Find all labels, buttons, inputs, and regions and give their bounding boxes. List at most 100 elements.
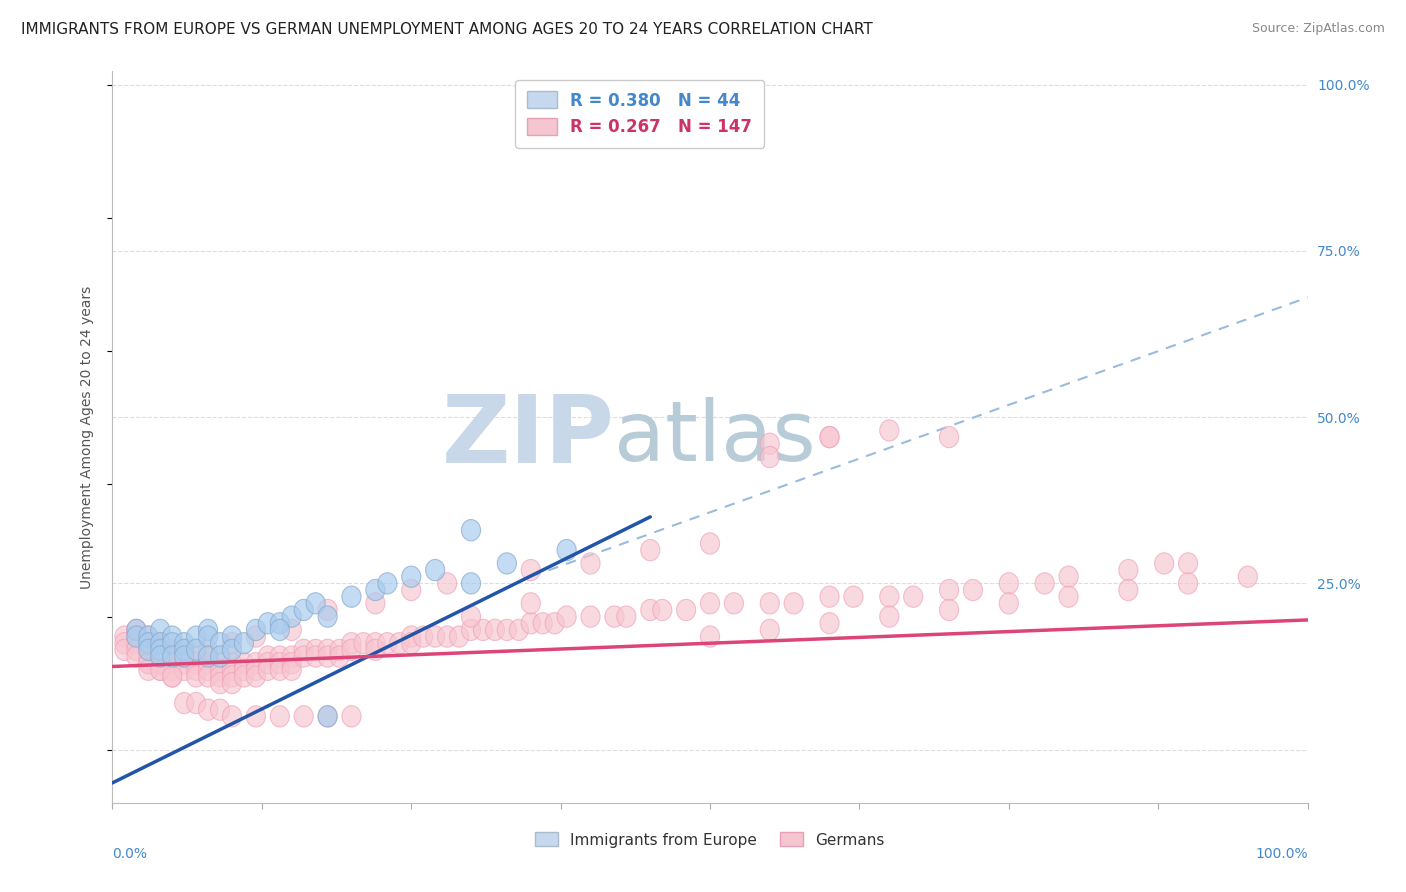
Ellipse shape xyxy=(150,653,170,673)
Ellipse shape xyxy=(546,613,564,634)
Ellipse shape xyxy=(820,586,839,607)
Ellipse shape xyxy=(1059,566,1078,587)
Ellipse shape xyxy=(150,646,170,667)
Ellipse shape xyxy=(485,619,505,640)
Ellipse shape xyxy=(294,599,314,621)
Ellipse shape xyxy=(198,659,218,681)
Ellipse shape xyxy=(533,613,553,634)
Ellipse shape xyxy=(198,665,218,687)
Ellipse shape xyxy=(318,646,337,667)
Ellipse shape xyxy=(222,632,242,654)
Ellipse shape xyxy=(150,653,170,673)
Ellipse shape xyxy=(402,580,420,600)
Ellipse shape xyxy=(307,592,325,614)
Ellipse shape xyxy=(318,640,337,660)
Ellipse shape xyxy=(509,619,529,640)
Ellipse shape xyxy=(163,653,181,673)
Ellipse shape xyxy=(174,659,194,681)
Ellipse shape xyxy=(235,665,253,687)
Ellipse shape xyxy=(557,94,576,115)
Ellipse shape xyxy=(150,659,170,681)
Ellipse shape xyxy=(366,580,385,600)
Ellipse shape xyxy=(761,619,779,640)
Ellipse shape xyxy=(163,646,181,667)
Ellipse shape xyxy=(139,640,157,660)
Ellipse shape xyxy=(1119,559,1137,581)
Ellipse shape xyxy=(761,592,779,614)
Ellipse shape xyxy=(163,665,181,687)
Ellipse shape xyxy=(522,613,540,634)
Ellipse shape xyxy=(222,665,242,687)
Ellipse shape xyxy=(174,653,194,673)
Ellipse shape xyxy=(1154,553,1174,574)
Text: IMMIGRANTS FROM EUROPE VS GERMAN UNEMPLOYMENT AMONG AGES 20 TO 24 YEARS CORRELAT: IMMIGRANTS FROM EUROPE VS GERMAN UNEMPLO… xyxy=(21,22,873,37)
Ellipse shape xyxy=(187,653,205,673)
Ellipse shape xyxy=(461,573,481,594)
Ellipse shape xyxy=(187,640,205,660)
Ellipse shape xyxy=(174,692,194,714)
Ellipse shape xyxy=(378,632,396,654)
Ellipse shape xyxy=(581,606,600,627)
Ellipse shape xyxy=(461,619,481,640)
Ellipse shape xyxy=(641,540,659,561)
Ellipse shape xyxy=(581,553,600,574)
Ellipse shape xyxy=(785,592,803,614)
Ellipse shape xyxy=(318,599,337,621)
Ellipse shape xyxy=(342,632,361,654)
Ellipse shape xyxy=(150,640,170,660)
Ellipse shape xyxy=(211,665,229,687)
Ellipse shape xyxy=(150,659,170,681)
Text: Source: ZipAtlas.com: Source: ZipAtlas.com xyxy=(1251,22,1385,36)
Ellipse shape xyxy=(174,640,194,660)
Ellipse shape xyxy=(270,659,290,681)
Ellipse shape xyxy=(259,659,277,681)
Ellipse shape xyxy=(246,706,266,727)
Ellipse shape xyxy=(222,659,242,681)
Ellipse shape xyxy=(127,619,146,640)
Ellipse shape xyxy=(904,586,922,607)
Ellipse shape xyxy=(150,640,170,660)
Ellipse shape xyxy=(139,632,157,654)
Ellipse shape xyxy=(246,665,266,687)
Legend: Immigrants from Europe, Germans: Immigrants from Europe, Germans xyxy=(529,826,891,854)
Ellipse shape xyxy=(844,586,863,607)
Ellipse shape xyxy=(724,592,744,614)
Ellipse shape xyxy=(259,613,277,634)
Y-axis label: Unemployment Among Ages 20 to 24 years: Unemployment Among Ages 20 to 24 years xyxy=(80,285,94,589)
Ellipse shape xyxy=(211,659,229,681)
Ellipse shape xyxy=(283,606,301,627)
Ellipse shape xyxy=(283,659,301,681)
Ellipse shape xyxy=(259,653,277,673)
Ellipse shape xyxy=(366,592,385,614)
Ellipse shape xyxy=(127,626,146,648)
Ellipse shape xyxy=(820,613,839,634)
Ellipse shape xyxy=(198,619,218,640)
Ellipse shape xyxy=(246,619,266,640)
Ellipse shape xyxy=(270,706,290,727)
Ellipse shape xyxy=(198,640,218,660)
Ellipse shape xyxy=(641,599,659,621)
Ellipse shape xyxy=(259,646,277,667)
Ellipse shape xyxy=(211,673,229,694)
Ellipse shape xyxy=(342,586,361,607)
Ellipse shape xyxy=(270,646,290,667)
Ellipse shape xyxy=(939,426,959,448)
Ellipse shape xyxy=(939,580,959,600)
Ellipse shape xyxy=(139,626,157,648)
Ellipse shape xyxy=(150,646,170,667)
Ellipse shape xyxy=(294,646,314,667)
Ellipse shape xyxy=(426,626,444,648)
Ellipse shape xyxy=(127,619,146,640)
Ellipse shape xyxy=(246,626,266,648)
Text: ZIP: ZIP xyxy=(441,391,614,483)
Ellipse shape xyxy=(761,434,779,454)
Ellipse shape xyxy=(402,632,420,654)
Ellipse shape xyxy=(402,566,420,587)
Ellipse shape xyxy=(222,706,242,727)
Ellipse shape xyxy=(413,626,433,648)
Ellipse shape xyxy=(342,640,361,660)
Ellipse shape xyxy=(174,646,194,667)
Ellipse shape xyxy=(139,646,157,667)
Ellipse shape xyxy=(437,626,457,648)
Ellipse shape xyxy=(1178,553,1198,574)
